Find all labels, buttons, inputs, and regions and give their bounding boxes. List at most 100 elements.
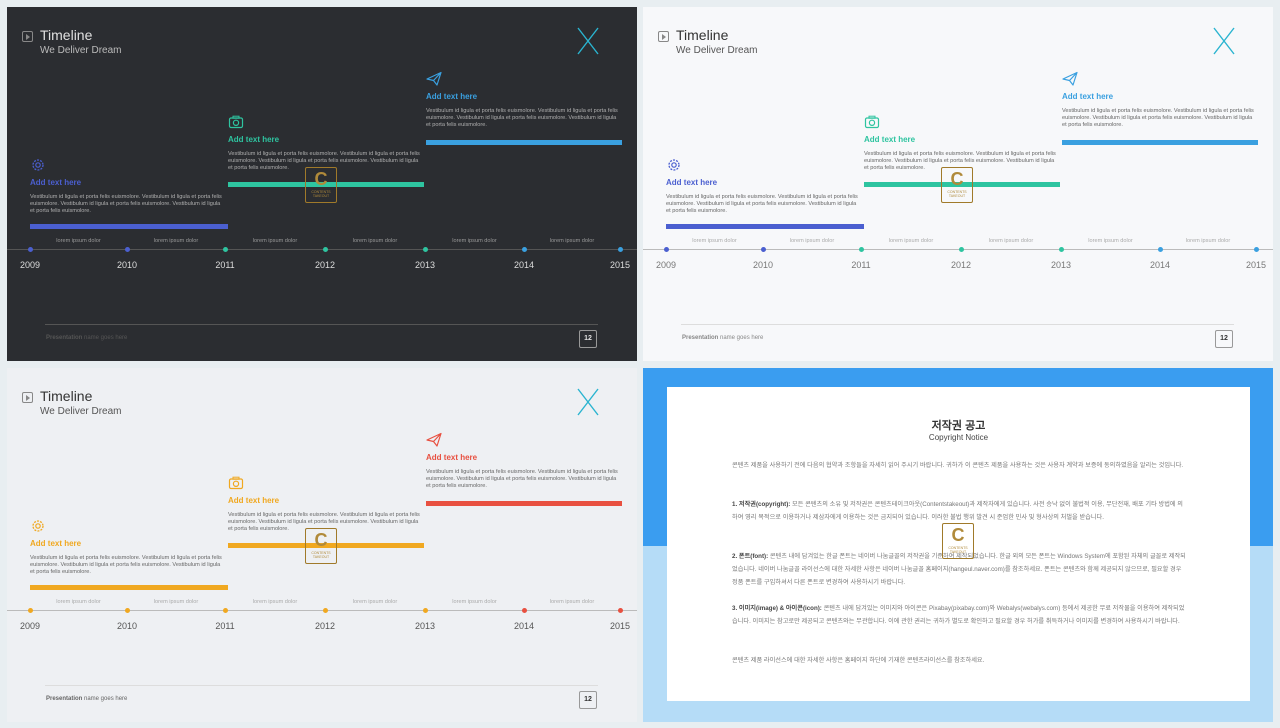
timeline-dot: [323, 247, 328, 252]
timeline-dot: [323, 608, 328, 613]
timeline-dot: [423, 247, 428, 252]
timeline-dot: [1059, 247, 1064, 252]
year-label: 2013: [1050, 260, 1072, 270]
watermark-text: CONTENTS TAKEOUT: [948, 546, 968, 554]
year-label: 2009: [19, 621, 41, 631]
segment-label: lorem ipsum dolor: [549, 599, 595, 605]
timeline-bar: [30, 585, 228, 590]
segment-label: lorem ipsum dolor: [56, 599, 101, 605]
page-number: 12: [579, 330, 597, 348]
segment-label: lorem ipsum dolor: [452, 599, 497, 605]
copyright-title: 저작권 공고: [931, 420, 986, 432]
item-body-text: Vestibulum id ligula et porta felis euis…: [426, 469, 618, 490]
slide-title: Timeline: [40, 27, 93, 43]
year-label: 2012: [314, 621, 336, 631]
camera-icon: [228, 114, 244, 130]
timeline-dot: [125, 608, 130, 613]
segment-label: lorem ipsum dolor: [252, 238, 298, 244]
x-logo-icon: [577, 27, 599, 55]
item-body-text: Vestibulum id ligula et porta felis euis…: [426, 108, 618, 129]
footer-rest: name goes here: [82, 335, 128, 341]
play-icon[interactable]: [22, 31, 33, 42]
paragraph-3-heading: 3. 이미지(image) & 아이콘(icon):: [732, 605, 822, 612]
item-body-text: Vestibulum id ligula et porta felis euis…: [30, 194, 222, 215]
segment-label: lorem ipsum dolor: [888, 238, 934, 244]
year-label: 2014: [1149, 260, 1171, 270]
slide-title: Timeline: [676, 27, 729, 43]
item-heading[interactable]: Add text here: [1062, 92, 1114, 101]
item-heading[interactable]: Add text here: [30, 539, 82, 548]
timeline-dot: [859, 247, 864, 252]
item-body-text: Vestibulum id ligula et porta felis euis…: [864, 151, 1056, 172]
year-label: 2013: [414, 260, 436, 270]
timeline-dot: [223, 247, 228, 252]
paragraph-3-text: 콘텐츠 내에 담겨있는 이미지와 아이콘은 Pixabay(pixabay.co…: [732, 605, 1185, 625]
timeline-dot: [28, 608, 33, 613]
watermark-text: CONTENTS TAKEOUT: [311, 551, 331, 559]
footer-bold: Presentation: [682, 335, 719, 341]
timeline-dot: [664, 247, 669, 252]
item-body-text: Vestibulum id ligula et porta felis euis…: [228, 151, 420, 172]
item-heading[interactable]: Add text here: [228, 496, 280, 505]
timeline-bar: [426, 501, 622, 506]
timeline-slide-dark[interactable]: Timeline We Deliver Dream Add text here Ves…: [7, 7, 637, 361]
copyright-slide[interactable]: 저작권 공고 Copyright Notice 콘텐츠 제품을 사용하기 전에 …: [643, 368, 1273, 722]
slide-title: Timeline: [40, 388, 93, 404]
segment-label: lorem ipsum dolor: [692, 238, 737, 244]
segment-label: lorem ipsum dolor: [352, 238, 398, 244]
contents-takeout-watermark: C CONTENTS TAKEOUT: [941, 167, 973, 203]
item-heading[interactable]: Add text here: [426, 453, 478, 462]
camera-icon: [864, 114, 880, 130]
footer-rest: name goes here: [82, 696, 128, 702]
timeline-slide-orange[interactable]: Timeline We Deliver Dream Add text here Ves…: [7, 368, 637, 722]
footer-text: Presentation name goes here: [46, 696, 127, 702]
contents-takeout-watermark: C CONTENTS TAKEOUT: [942, 523, 974, 559]
paragraph-2-text: 콘텐츠 내에 담겨있는 한글 폰트는 네이버 나눔글꼴의 저작권을 기준하여 제…: [732, 553, 1186, 586]
timeline-bar: [30, 224, 228, 229]
contents-takeout-watermark: C CONTENTS TAKEOUT: [305, 528, 337, 564]
slide-subtitle: We Deliver Dream: [676, 45, 758, 56]
watermark-letter: C: [950, 169, 964, 189]
timeline-dot: [761, 247, 766, 252]
item-body-text: Vestibulum id ligula et porta felis euis…: [1062, 108, 1254, 129]
year-label: 2009: [19, 260, 41, 270]
item-heading[interactable]: Add text here: [864, 135, 916, 144]
year-label: 2015: [609, 621, 631, 631]
item-heading[interactable]: Add text here: [666, 178, 718, 187]
timeline-dot: [125, 247, 130, 252]
item-heading[interactable]: Add text here: [30, 178, 82, 187]
play-icon[interactable]: [658, 31, 669, 42]
year-label: 2010: [116, 260, 138, 270]
year-label: 2014: [513, 260, 535, 270]
timeline-axis: [7, 610, 637, 611]
timeline-slide-light[interactable]: Timeline We Deliver Dream Add text here Ves…: [643, 7, 1273, 361]
gear-icon: [666, 157, 682, 173]
item-heading[interactable]: Add text here: [426, 92, 478, 101]
page-number: 12: [1215, 330, 1233, 348]
play-icon[interactable]: [22, 392, 33, 403]
paragraph-1-text: 모든 콘텐츠의 소유 및 저작권은 콘텐츠테이크아웃(Contentstakeo…: [732, 501, 1184, 521]
copyright-paragraph-2: 2. 폰트(font): 콘텐츠 내에 담겨있는 한글 폰트는 네이버 나눔글꼴…: [732, 550, 1188, 589]
year-label: 2013: [414, 621, 436, 631]
copyright-paper: 저작권 공고 Copyright Notice 콘텐츠 제품을 사용하기 전에 …: [667, 387, 1250, 701]
camera-icon: [228, 475, 244, 491]
item-heading[interactable]: Add text here: [228, 135, 280, 144]
year-label: 2014: [513, 621, 535, 631]
timeline-dot: [1254, 247, 1259, 252]
segment-label: lorem ipsum dolor: [789, 238, 835, 244]
contents-takeout-watermark: C CONTENTS TAKEOUT: [305, 167, 337, 203]
watermark-text: CONTENTS TAKEOUT: [311, 190, 331, 198]
timeline-dot: [522, 247, 527, 252]
paragraph-1-heading: 1. 저작권(copyright):: [732, 501, 791, 508]
item-body-text: Vestibulum id ligula et porta felis euis…: [228, 512, 420, 533]
watermark-letter: C: [314, 169, 328, 189]
copyright-paragraph-3: 3. 이미지(image) & 아이콘(icon): 콘텐츠 내에 담겨있는 이…: [732, 602, 1188, 628]
timeline-bar: [228, 182, 424, 187]
segment-label: lorem ipsum dolor: [452, 238, 497, 244]
timeline-dot: [423, 608, 428, 613]
segment-label: lorem ipsum dolor: [988, 238, 1034, 244]
year-label: 2015: [609, 260, 631, 270]
footer-text: Presentation name goes here: [46, 335, 127, 341]
year-label: 2012: [950, 260, 972, 270]
footer-rest: name goes here: [718, 335, 764, 341]
